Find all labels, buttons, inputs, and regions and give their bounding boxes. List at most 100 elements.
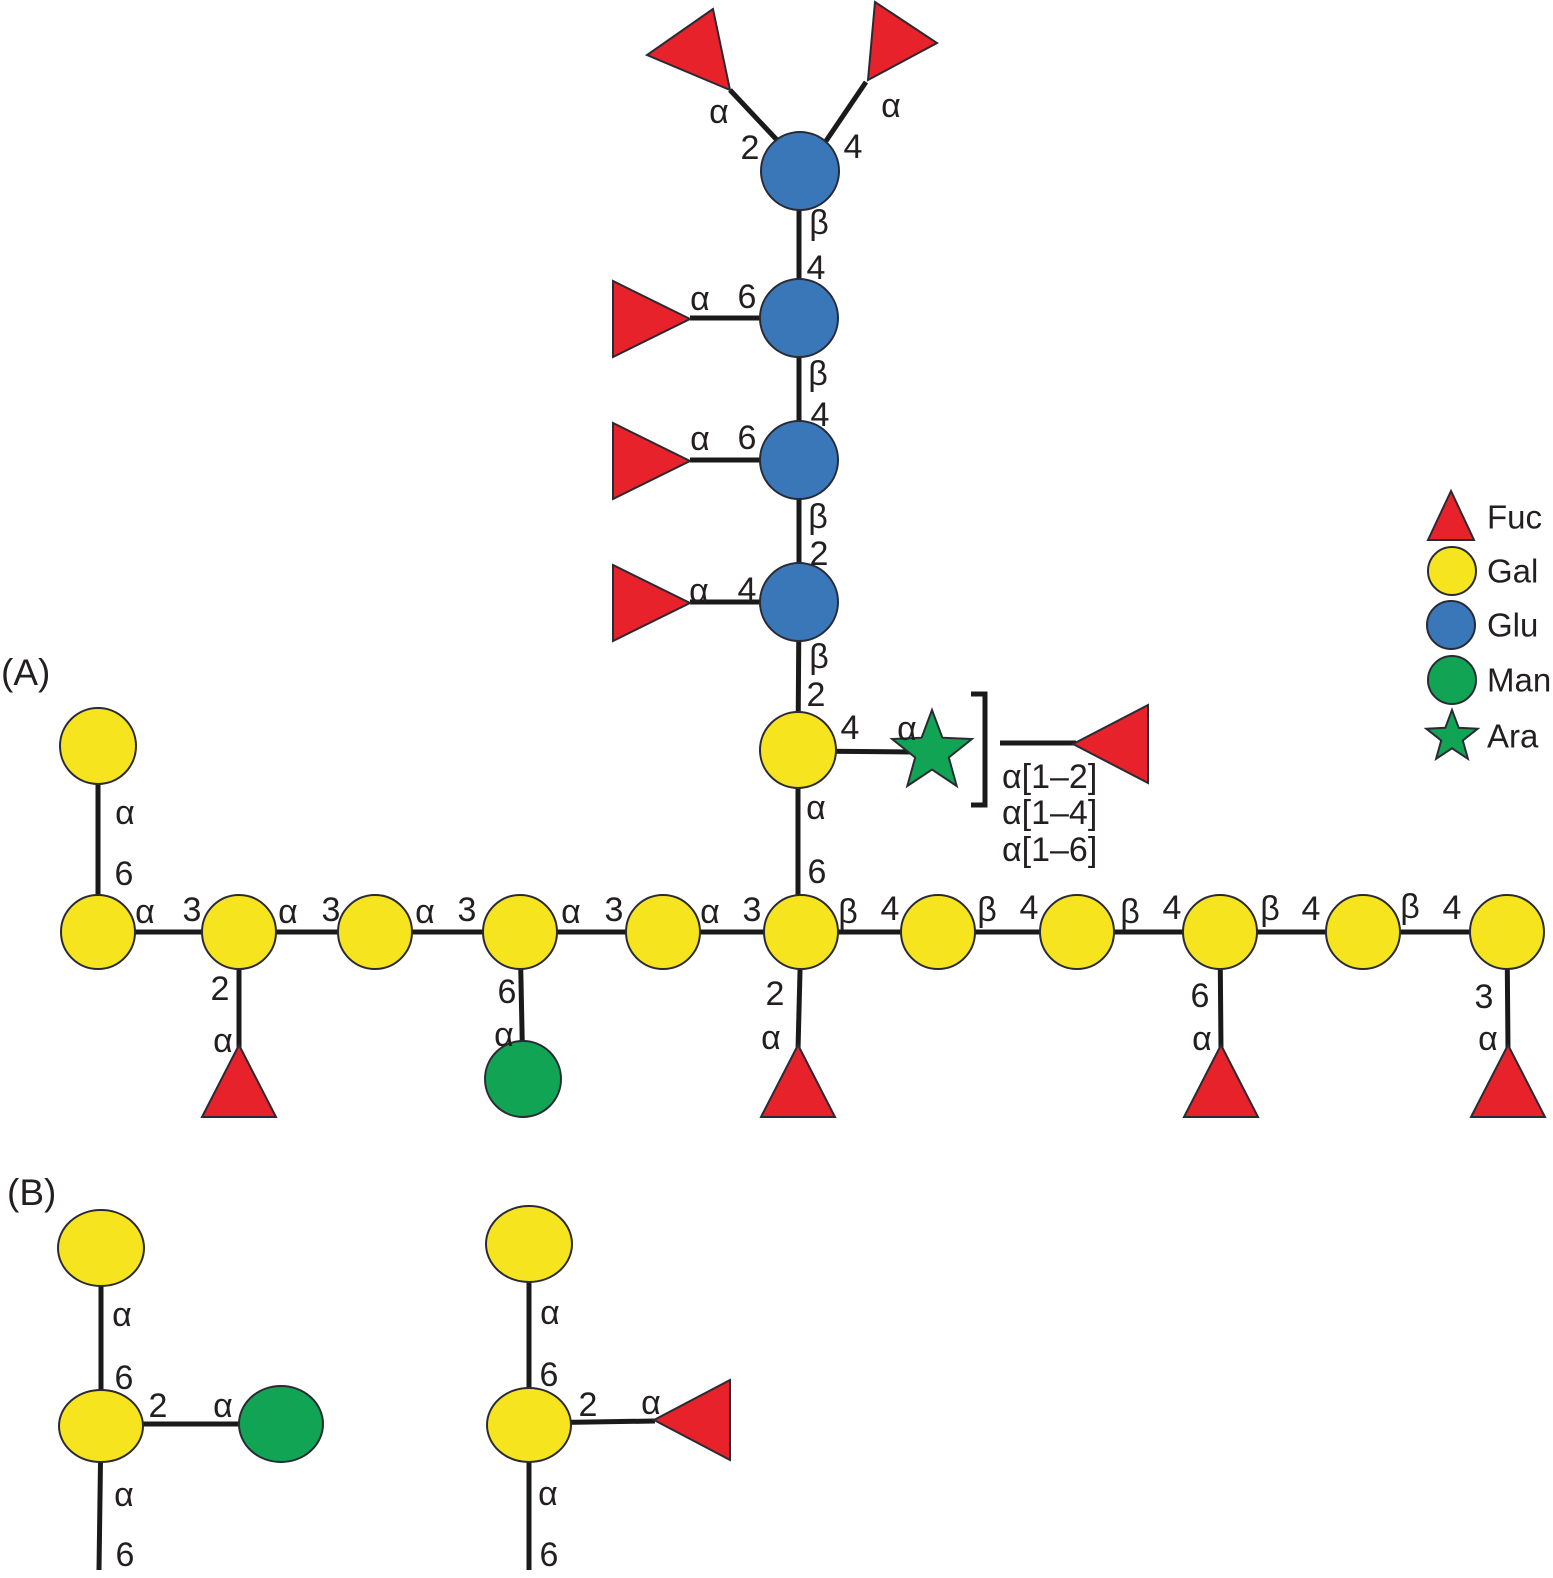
linkage-label: 3 — [183, 891, 202, 929]
glu-node — [759, 562, 839, 642]
linkage-label: 6 — [115, 1359, 134, 1397]
gal-node — [486, 1387, 572, 1463]
linkage-label: α — [135, 893, 155, 931]
linkage-label: 2 — [149, 1387, 168, 1425]
fuc-node — [759, 1042, 837, 1118]
linkage-label: α — [115, 794, 135, 832]
man-node — [484, 1040, 562, 1118]
linkage-label: α — [213, 1022, 233, 1060]
linkage-label: α — [540, 1294, 560, 1332]
gal-node — [1325, 894, 1401, 970]
linkage-label: 6 — [540, 1356, 559, 1394]
linkage-label: 6 — [738, 278, 757, 316]
linkage-label: 4 — [841, 709, 860, 747]
linkage-label: 6 — [498, 973, 517, 1011]
linkage-label: α — [761, 1019, 781, 1057]
linkage-label: β — [1400, 888, 1420, 926]
linkage-label: 6 — [738, 419, 757, 457]
ara-node — [889, 707, 975, 789]
linkage-label: α — [494, 1016, 514, 1054]
linkage-label: α — [114, 1476, 134, 1514]
linkage-label: 2 — [766, 975, 785, 1013]
linkage-label: 2 — [810, 535, 829, 573]
gal-node — [1469, 894, 1545, 970]
linkage-label: α — [690, 280, 710, 318]
man-node — [238, 1385, 324, 1463]
linkage-label: 4 — [1020, 889, 1039, 927]
linkage-label: α[1–4] — [1002, 794, 1097, 832]
linkage-label: 4 — [1302, 890, 1321, 928]
linkage-label: α — [278, 893, 298, 931]
linkage-label: 2 — [807, 676, 826, 714]
linkage-label: β — [808, 498, 828, 536]
gal-node — [900, 894, 976, 970]
linkage-label: 4 — [844, 128, 863, 166]
linkage-label: β — [809, 204, 829, 242]
linkage-label: 4 — [811, 396, 830, 434]
linkage-label: 6 — [1191, 977, 1210, 1015]
fuc-node — [644, 7, 732, 92]
linkage-label: 3 — [1475, 978, 1494, 1016]
fuc-node — [866, 0, 939, 82]
linkage-label: β — [1120, 893, 1140, 931]
glu-node — [759, 420, 839, 500]
linkage-label: 4 — [881, 890, 900, 928]
linkage-label: β — [977, 891, 997, 929]
linkage-label: α — [881, 87, 901, 125]
linkage-label: β — [809, 638, 829, 676]
linkage-label: α — [213, 1387, 233, 1425]
linkage-label: 2 — [741, 129, 760, 167]
fuc-node — [612, 421, 693, 501]
gal-node — [58, 1389, 144, 1463]
linkage-label: 6 — [115, 855, 134, 893]
legend-label-ara: Ara — [1487, 718, 1539, 755]
linkage-label: 6 — [808, 853, 827, 891]
legend-label-glu: Glu — [1487, 607, 1538, 644]
linkage-label: α — [641, 1384, 661, 1422]
linkage-label: α — [415, 893, 435, 931]
fuc-node — [200, 1042, 278, 1118]
gal-node — [57, 1209, 145, 1287]
gal-node — [485, 1205, 573, 1283]
linkage-label: 4 — [807, 249, 826, 287]
linkage-label: α — [561, 893, 581, 931]
linkage-label: α — [897, 710, 917, 748]
gal-node — [201, 894, 277, 970]
linkage-label: α — [112, 1296, 132, 1334]
bracket — [971, 691, 988, 808]
gal-node — [59, 707, 137, 785]
linkage-label: 6 — [540, 1536, 559, 1574]
glu-node — [760, 131, 840, 211]
fuc-node — [1469, 1042, 1547, 1118]
linkage-label: α — [806, 789, 826, 827]
gal-node — [759, 711, 837, 789]
linkage-label: α — [1478, 1020, 1498, 1058]
fuc-node — [1070, 703, 1149, 785]
gal-node — [763, 894, 839, 970]
linkage-label: β — [838, 893, 858, 931]
legend-swatch-glu — [1426, 600, 1476, 650]
linkage-label: α — [690, 420, 710, 458]
linkage-label: 3 — [605, 891, 624, 929]
linkage-label: 2 — [211, 970, 230, 1008]
section-b-label: (B) — [7, 1172, 57, 1213]
linkage-label: β — [808, 355, 828, 393]
linkage-label: α[1–6] — [1002, 831, 1097, 869]
linkage-label: α — [689, 572, 709, 610]
linkage-label: 4 — [1163, 889, 1182, 927]
gal-node — [482, 894, 558, 970]
gal-node — [625, 894, 701, 970]
fuc-node — [651, 1378, 731, 1462]
linkage-label: 4 — [1443, 889, 1462, 927]
linkage-label: β — [1260, 890, 1280, 928]
linkage-label: α — [1192, 1020, 1212, 1058]
linkage-label: 4 — [738, 571, 757, 609]
legend-label-fuc: Fuc — [1487, 499, 1542, 536]
bond-line — [823, 80, 869, 143]
fuc-node — [1182, 1042, 1260, 1118]
gal-node — [337, 894, 413, 970]
gal-node — [1182, 894, 1258, 970]
gal-node — [60, 894, 136, 970]
